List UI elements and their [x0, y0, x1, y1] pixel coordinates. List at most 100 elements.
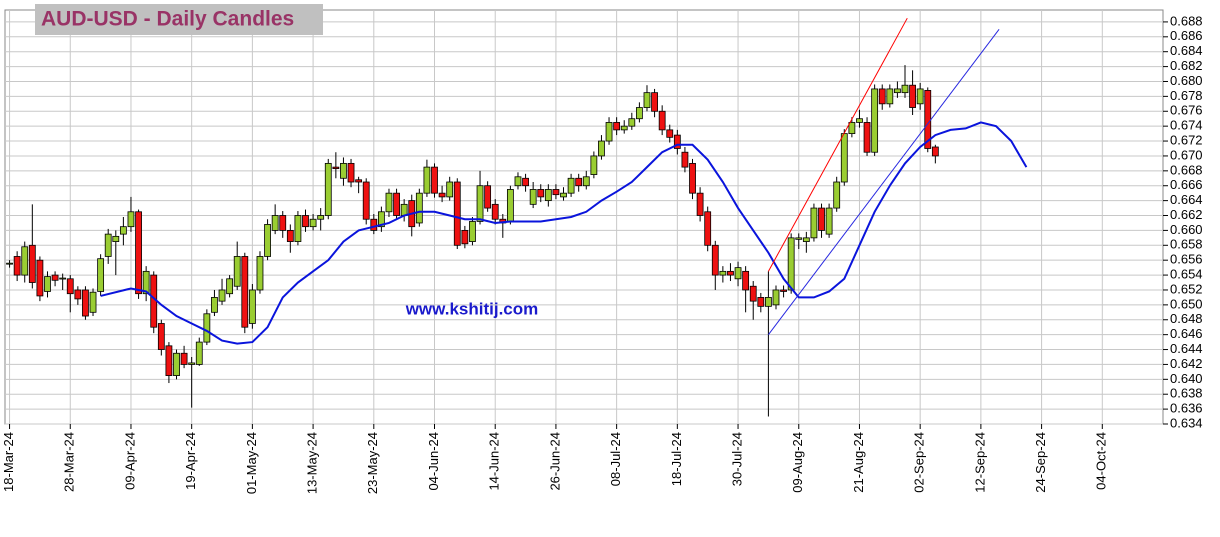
- candle-body: [484, 185, 492, 209]
- candle-body: [256, 256, 264, 291]
- candle-body: [431, 166, 438, 194]
- candle-body: [203, 313, 211, 343]
- candle-body: [764, 297, 772, 307]
- x-tick-label: 09-Apr-24: [122, 432, 137, 490]
- y-tick-label: 0.662: [1170, 207, 1203, 222]
- candle-body: [780, 289, 787, 292]
- candle-body: [248, 289, 256, 324]
- x-tick-label: 18-Mar-24: [1, 432, 16, 492]
- x-tick-label: 12-Sep-24: [972, 432, 987, 493]
- candle-body: [552, 189, 560, 196]
- y-tick-label: 0.636: [1170, 401, 1203, 416]
- candle-body: [727, 270, 734, 276]
- candle-body: [195, 341, 203, 365]
- candle-body: [772, 289, 780, 306]
- candle-body: [620, 125, 628, 131]
- candle-body: [317, 215, 325, 220]
- candle-body: [59, 277, 67, 280]
- candle-body: [461, 230, 469, 245]
- y-tick-label: 0.648: [1170, 311, 1203, 326]
- candle-body: [340, 162, 347, 179]
- y-tick-label: 0.674: [1170, 118, 1203, 133]
- y-tick-label: 0.666: [1170, 177, 1203, 192]
- candle-body: [825, 207, 833, 235]
- candle-body: [393, 192, 400, 216]
- candle-body: [119, 226, 127, 235]
- x-tick-label: 18-Jul-24: [669, 432, 684, 486]
- candle-body: [415, 192, 423, 224]
- title-box: [35, 4, 323, 35]
- y-tick-label: 0.660: [1170, 222, 1203, 237]
- candle-body: [157, 323, 165, 350]
- candle-body: [522, 177, 529, 187]
- y-tick-label: 0.670: [1170, 147, 1203, 162]
- candle-body: [142, 270, 150, 295]
- y-tick-label: 0.682: [1170, 58, 1203, 73]
- watermark: www.kshitij.com: [405, 299, 539, 318]
- candle-body: [787, 237, 795, 291]
- y-tick-label: 0.652: [1170, 281, 1203, 296]
- candle-body: [795, 237, 803, 240]
- candle-body: [689, 162, 696, 194]
- candle-body: [560, 192, 567, 198]
- y-tick-label: 0.668: [1170, 162, 1203, 177]
- candle-body: [279, 215, 287, 231]
- candle-body: [696, 192, 704, 216]
- y-tick-label: 0.664: [1170, 192, 1203, 207]
- candle-body: [628, 118, 636, 127]
- y-tick-label: 0.688: [1170, 13, 1203, 28]
- candle-body: [233, 256, 241, 287]
- candle-body: [848, 122, 856, 135]
- y-tick-label: 0.634: [1170, 415, 1203, 430]
- x-tick-label: 21-Aug-24: [851, 432, 866, 493]
- candle-body: [605, 122, 613, 142]
- y-tick-label: 0.680: [1170, 73, 1203, 88]
- candle-body: [544, 189, 552, 202]
- candle-body: [613, 122, 621, 131]
- candle-body: [36, 259, 44, 297]
- candle-body: [491, 203, 499, 220]
- candle-body: [385, 192, 393, 213]
- candle-body: [302, 215, 309, 228]
- candle-body: [931, 146, 939, 157]
- candle-body: [180, 352, 188, 365]
- x-tick-label: 04-Jun-24: [426, 432, 441, 491]
- candle-body: [423, 166, 431, 194]
- candle-body: [734, 267, 742, 280]
- x-tick-label: 01-May-24: [244, 432, 259, 494]
- candle-body: [264, 224, 271, 257]
- candle-body: [13, 256, 21, 276]
- candle-body: [453, 181, 461, 246]
- candle-body: [6, 262, 13, 265]
- x-tick-label: 19-Apr-24: [183, 432, 198, 490]
- y-tick-label: 0.650: [1170, 296, 1203, 311]
- candle-body: [21, 246, 29, 276]
- x-tick-label: 28-Mar-24: [62, 432, 77, 492]
- candle-body: [635, 107, 643, 120]
- candle-body: [886, 88, 894, 105]
- candle-body: [840, 133, 848, 183]
- chart-title: AUD-USD - Daily Candles: [41, 8, 294, 31]
- candle-body: [894, 88, 901, 94]
- candle-body: [173, 352, 180, 377]
- y-tick-label: 0.672: [1170, 132, 1203, 147]
- candle-body: [446, 181, 454, 198]
- candle-body: [833, 181, 841, 209]
- line: [767, 17, 908, 272]
- candle-body: [582, 176, 590, 187]
- candle-body: [28, 244, 36, 283]
- candle-body: [651, 92, 658, 112]
- y-tick-label: 0.684: [1170, 43, 1203, 58]
- y-tick-label: 0.642: [1170, 356, 1203, 371]
- candle-body: [332, 166, 340, 170]
- candle-body: [863, 122, 871, 153]
- x-tick-label: 08-Jul-24: [608, 432, 623, 486]
- y-tick-label: 0.646: [1170, 326, 1203, 341]
- candle-body: [112, 235, 120, 242]
- candle-body: [909, 84, 916, 108]
- candle-body: [469, 221, 476, 242]
- candle-body: [856, 118, 863, 123]
- candle-body: [74, 289, 82, 300]
- candle-body: [916, 88, 924, 105]
